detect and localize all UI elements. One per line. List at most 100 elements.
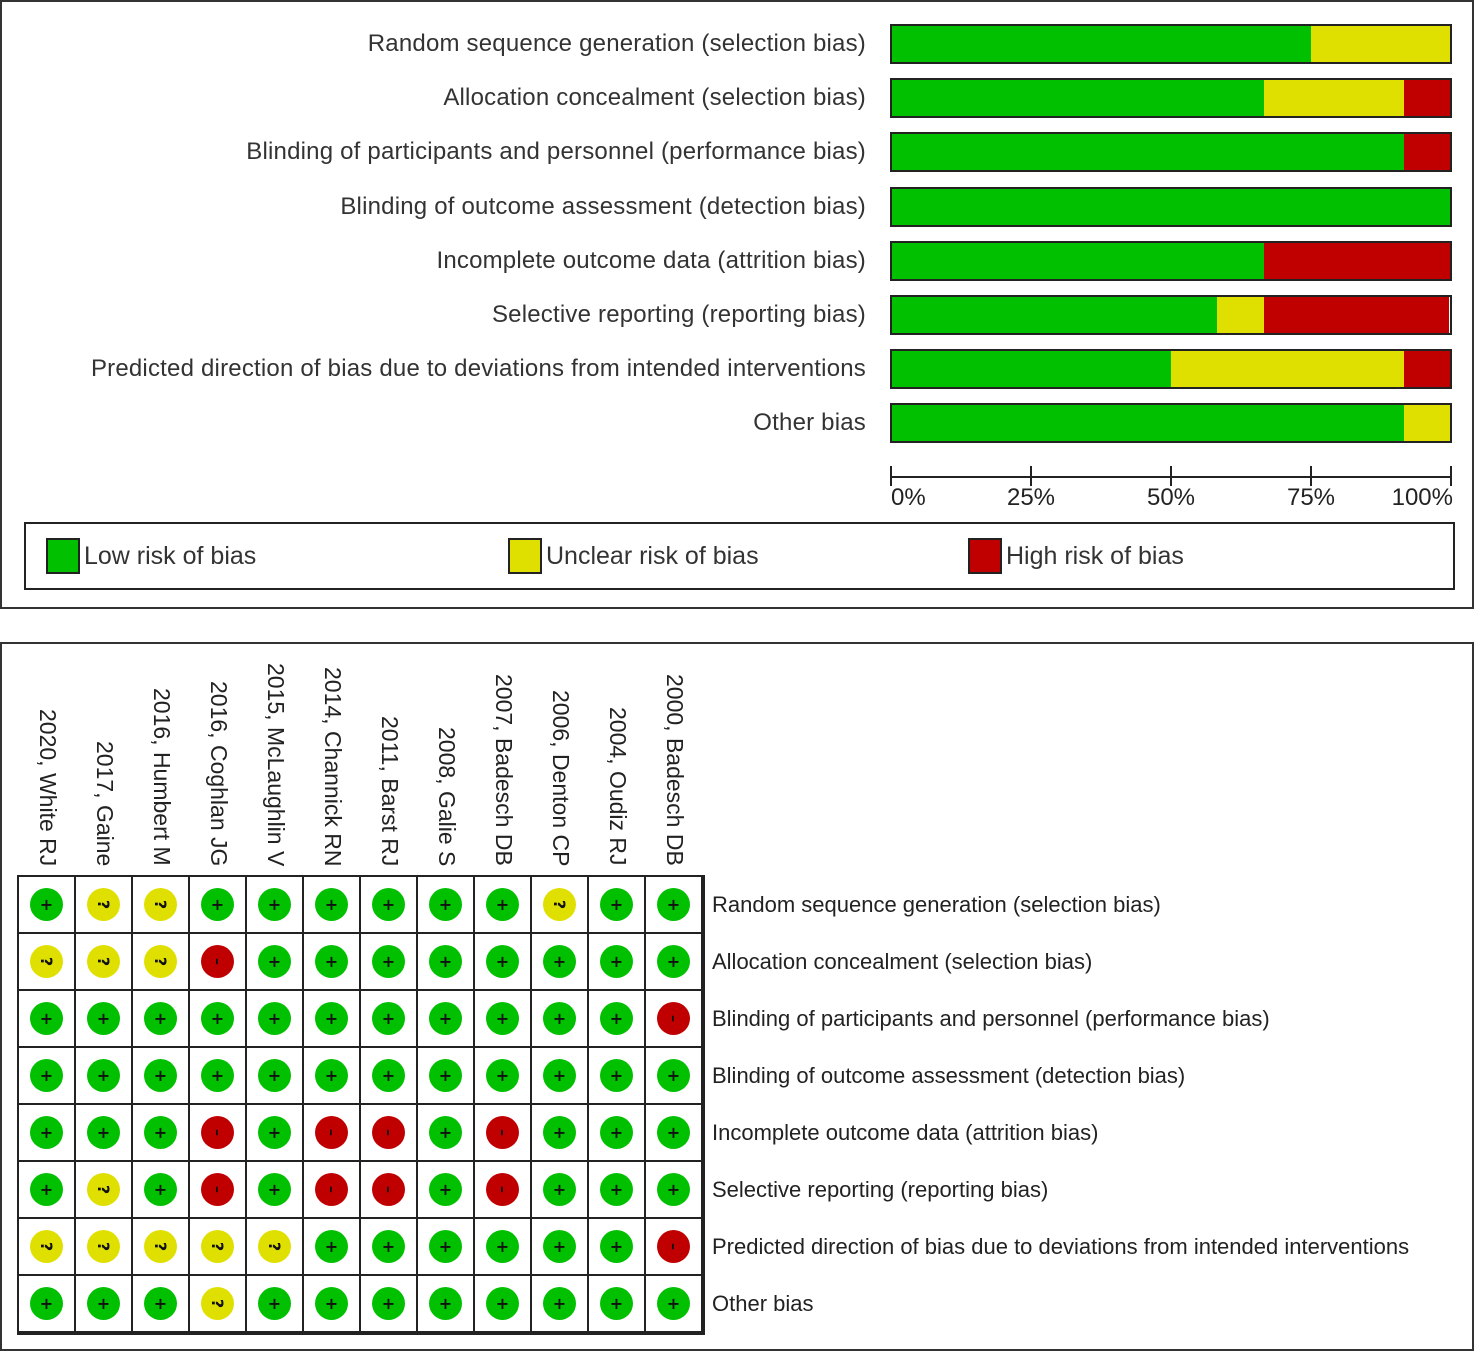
grid-row-label-selective-reporting-reporting-bias: Selective reporting (reporting bias) [712, 1177, 1049, 1202]
bar-segment-high [1263, 297, 1450, 333]
grid-cell: ? [190, 1276, 247, 1333]
grid-cell: + [418, 1105, 475, 1162]
unclear-risk-icon: ? [144, 945, 177, 978]
study-label: 2016, Coghlan JG [206, 680, 232, 866]
low-risk-icon: + [600, 888, 633, 921]
low-risk-icon: + [543, 1002, 576, 1035]
grid-cell: + [475, 991, 532, 1048]
low-risk-icon: + [543, 945, 576, 978]
low-risk-icon: + [30, 1116, 63, 1149]
unclear-risk-icon: ? [87, 888, 120, 921]
bar-segment-high [1264, 242, 1450, 279]
low-risk-icon: + [372, 888, 405, 921]
bar-segment-low [892, 297, 1218, 333]
study-header-2004-oudiz-rj: 2004, Oudiz RJ [589, 660, 646, 866]
bar-segment-high [1403, 351, 1450, 388]
unclear-risk-icon: ? [144, 888, 177, 921]
low-risk-icon: + [144, 1116, 177, 1149]
grid-cell: + [76, 1105, 133, 1162]
grid-cell: + [646, 934, 703, 991]
grid-cell: + [133, 1105, 190, 1162]
bar-segment-low [892, 242, 1265, 279]
grid-cell: ? [76, 1219, 133, 1276]
grid-cell: + [247, 1162, 304, 1219]
grid-cell: + [304, 991, 361, 1048]
grid-row-label-incomplete-outcome-data-attrition-bias: Incomplete outcome data (attrition bias) [712, 1120, 1099, 1145]
domain-label-blinding-of-outcome-assessment-detection-bias: Blinding of outcome assessment (detectio… [340, 192, 866, 220]
grid-cell: + [418, 1276, 475, 1333]
unclear-risk-icon: ? [201, 1287, 234, 1320]
high-risk-icon: – [657, 1230, 690, 1263]
grid-cell: + [532, 1276, 589, 1333]
x-tick [1170, 466, 1172, 486]
low-risk-icon: + [429, 1230, 462, 1263]
low-risk-icon: + [315, 1059, 348, 1092]
bar-blinding-of-outcome-assessment-detection-bias [890, 186, 1452, 227]
grid-cell: + [589, 1162, 646, 1219]
legend-item-unclear: Unclear risk of bias [508, 538, 759, 574]
grid-cell: – [361, 1162, 418, 1219]
legend-item-high: High risk of bias [968, 538, 1184, 574]
low-risk-icon: + [543, 1230, 576, 1263]
low-risk-icon: + [600, 1002, 633, 1035]
grid-cell: + [19, 1162, 76, 1219]
grid-cell: + [418, 991, 475, 1048]
grid-cell: – [190, 1105, 247, 1162]
grid-cell: + [19, 877, 76, 934]
bar-incomplete-outcome-data-attrition-bias [890, 240, 1452, 281]
grid-cell: + [475, 934, 532, 991]
study-header-2020-white-rj: 2020, White RJ [19, 660, 76, 866]
low-risk-icon: + [372, 945, 405, 978]
high-risk-icon: – [372, 1173, 405, 1206]
low-risk-icon: + [600, 1059, 633, 1092]
low-risk-icon: + [429, 1287, 462, 1320]
legend-swatch-high [968, 538, 1002, 574]
grid-cell: + [646, 1048, 703, 1105]
grid-cell: + [532, 991, 589, 1048]
grid-cell: + [361, 1276, 418, 1333]
low-risk-icon: + [315, 1287, 348, 1320]
grid-cell: + [589, 1219, 646, 1276]
low-risk-icon: + [201, 1002, 234, 1035]
grid-cell: + [532, 1162, 589, 1219]
grid-cell: + [247, 934, 304, 991]
low-risk-icon: + [87, 1116, 120, 1149]
grid-cell: ? [76, 934, 133, 991]
study-header-2006-denton-cp: 2006, Denton CP [532, 660, 589, 866]
risk-of-bias-graph-panel: Random sequence generation (selection bi… [0, 0, 1474, 609]
grid-cell: + [247, 1048, 304, 1105]
bar-segment-low [892, 405, 1404, 442]
low-risk-icon: + [486, 888, 519, 921]
domain-label-predicted-direction-of-bias-due-to-deviations-from-intended-interventions: Predicted direction of bias due to devia… [90, 355, 866, 383]
legend-label-unclear: Unclear risk of bias [546, 541, 759, 570]
grid-cell: ? [19, 1219, 76, 1276]
high-risk-icon: – [315, 1173, 348, 1206]
bar-segment-unclear [1171, 351, 1404, 388]
domain-label-blinding-of-participants-and-personnel-performance-bias: Blinding of participants and personnel (… [246, 138, 866, 166]
x-tick-label: 25% [1006, 484, 1056, 511]
legend: Low risk of bias Unclear risk of bias Hi… [24, 522, 1455, 590]
x-tick [1030, 466, 1032, 486]
low-risk-icon: + [258, 1002, 291, 1035]
grid-cell: ? [76, 1162, 133, 1219]
legend-label-low: Low risk of bias [84, 541, 257, 570]
grid-cell: – [646, 1219, 703, 1276]
grid-cell: ? [19, 934, 76, 991]
study-label: 2007, Badesch DB [491, 674, 517, 866]
low-risk-icon: + [87, 1002, 120, 1035]
unclear-risk-icon: ? [30, 1230, 63, 1263]
low-risk-icon: + [30, 1173, 63, 1206]
bar-selective-reporting-reporting-bias [890, 295, 1452, 335]
grid-cell: + [133, 1276, 190, 1333]
grid-row-label-random-sequence-generation-selection-bias: Random sequence generation (selection bi… [712, 892, 1161, 917]
low-risk-icon: + [144, 1173, 177, 1206]
grid-cell: + [133, 1162, 190, 1219]
grid-cell: – [304, 1105, 361, 1162]
grid-cell: + [247, 991, 304, 1048]
grid-cell: + [304, 934, 361, 991]
study-header-2016-humbert-m: 2016, Humbert M [133, 660, 190, 866]
grid-cell: ? [133, 877, 190, 934]
high-risk-icon: – [486, 1173, 519, 1206]
x-tick-label: 75% [1286, 484, 1336, 511]
high-risk-icon: – [315, 1116, 348, 1149]
